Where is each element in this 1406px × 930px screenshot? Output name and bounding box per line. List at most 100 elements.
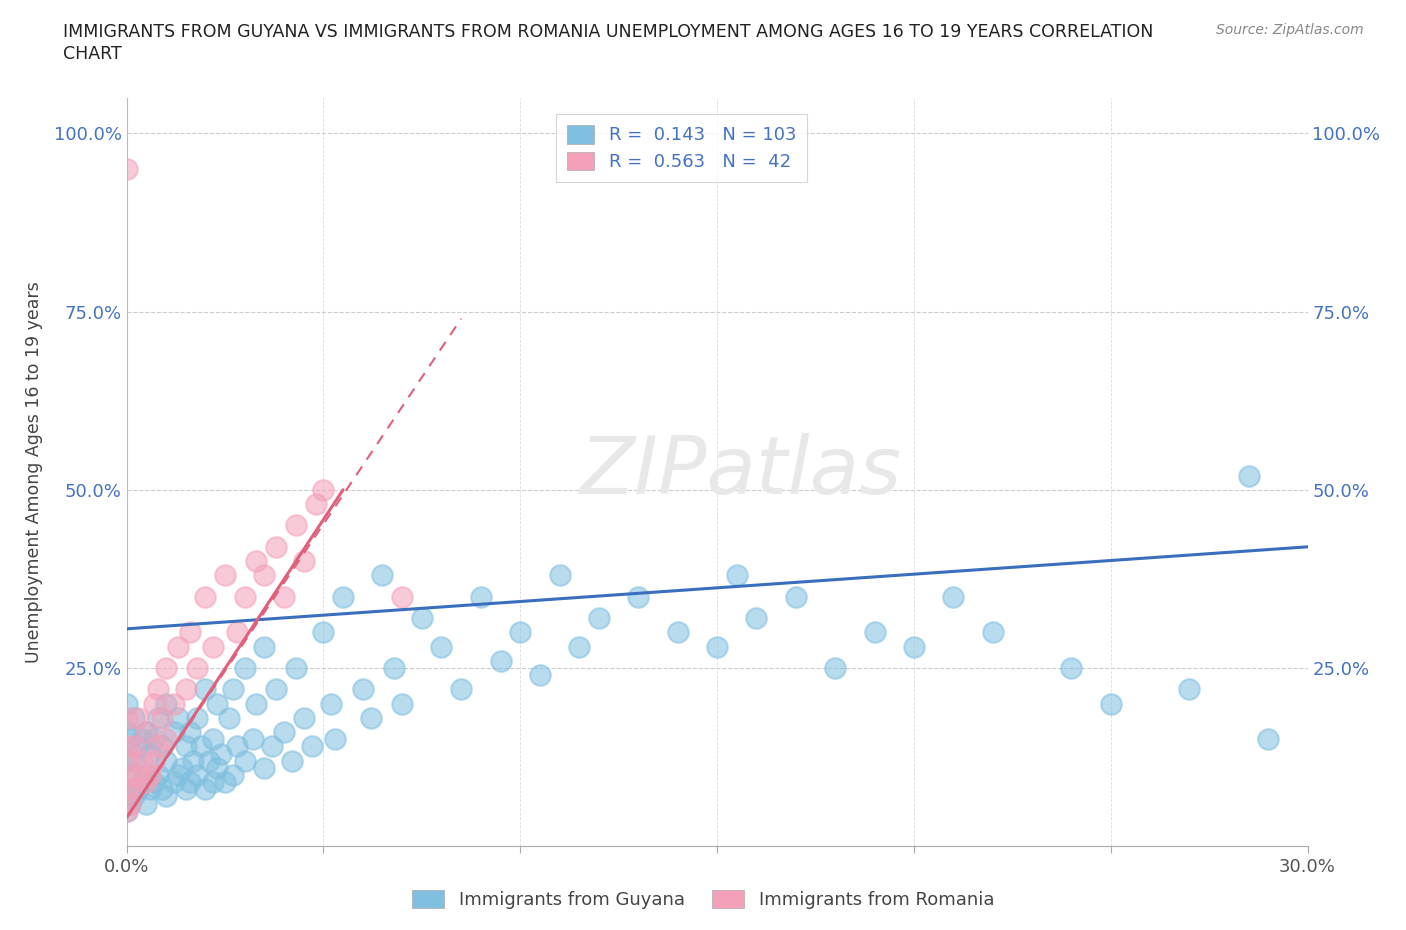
Point bbox=[202, 775, 225, 790]
Point bbox=[139, 746, 162, 761]
Point bbox=[135, 775, 157, 790]
Point bbox=[163, 724, 186, 739]
Point bbox=[115, 782, 138, 797]
Point bbox=[284, 518, 307, 533]
Text: ZIPatlas: ZIPatlas bbox=[579, 433, 901, 511]
Point bbox=[155, 697, 177, 711]
Point bbox=[233, 590, 256, 604]
Point bbox=[205, 761, 228, 776]
Point bbox=[143, 753, 166, 768]
Point bbox=[127, 767, 149, 782]
Point bbox=[155, 753, 177, 768]
Point bbox=[146, 767, 169, 782]
Point bbox=[179, 724, 201, 739]
Point bbox=[312, 625, 335, 640]
Point bbox=[179, 625, 201, 640]
Point bbox=[253, 761, 276, 776]
Point bbox=[627, 590, 650, 604]
Point bbox=[360, 711, 382, 725]
Point bbox=[321, 697, 343, 711]
Point bbox=[568, 639, 591, 654]
Point bbox=[245, 697, 267, 711]
Point bbox=[411, 611, 433, 626]
Point bbox=[198, 753, 221, 768]
Point bbox=[115, 162, 138, 177]
Point bbox=[115, 804, 138, 818]
Point bbox=[391, 697, 413, 711]
Point bbox=[139, 782, 162, 797]
Point bbox=[179, 775, 201, 790]
Point bbox=[131, 732, 153, 747]
Point bbox=[332, 590, 354, 604]
Point bbox=[304, 497, 326, 512]
Point bbox=[120, 796, 142, 811]
Point bbox=[214, 568, 236, 583]
Point bbox=[242, 732, 264, 747]
Point bbox=[264, 539, 287, 554]
Point bbox=[371, 568, 394, 583]
Point bbox=[222, 682, 245, 697]
Point bbox=[824, 660, 846, 675]
Point bbox=[281, 753, 304, 768]
Point bbox=[174, 739, 197, 754]
Y-axis label: Unemployment Among Ages 16 to 19 years: Unemployment Among Ages 16 to 19 years bbox=[24, 281, 42, 663]
Point bbox=[115, 697, 138, 711]
Text: CHART: CHART bbox=[63, 45, 122, 62]
Point bbox=[903, 639, 925, 654]
Point bbox=[150, 782, 173, 797]
Point bbox=[131, 753, 153, 768]
Point bbox=[292, 711, 315, 725]
Point bbox=[127, 711, 149, 725]
Point bbox=[190, 739, 212, 754]
Point bbox=[391, 590, 413, 604]
Point bbox=[170, 761, 193, 776]
Point bbox=[166, 639, 188, 654]
Point bbox=[225, 625, 247, 640]
Point bbox=[124, 711, 146, 725]
Point bbox=[509, 625, 531, 640]
Point bbox=[284, 660, 307, 675]
Point bbox=[382, 660, 405, 675]
Point bbox=[233, 660, 256, 675]
Point bbox=[124, 739, 146, 754]
Point bbox=[301, 739, 323, 754]
Point bbox=[183, 753, 205, 768]
Point bbox=[120, 767, 142, 782]
Point bbox=[245, 553, 267, 568]
Point bbox=[222, 767, 245, 782]
Point bbox=[1237, 468, 1260, 483]
Legend: R =  0.143   N = 103, R =  0.563   N =  42: R = 0.143 N = 103, R = 0.563 N = 42 bbox=[557, 114, 807, 181]
Point bbox=[155, 660, 177, 675]
Point bbox=[218, 711, 240, 725]
Point bbox=[135, 767, 157, 782]
Point bbox=[450, 682, 472, 697]
Point bbox=[115, 711, 138, 725]
Point bbox=[135, 724, 157, 739]
Point bbox=[981, 625, 1004, 640]
Point bbox=[1060, 660, 1083, 675]
Point bbox=[745, 611, 768, 626]
Point bbox=[186, 711, 208, 725]
Point bbox=[253, 568, 276, 583]
Point bbox=[1178, 682, 1201, 697]
Point bbox=[131, 775, 153, 790]
Point bbox=[194, 782, 217, 797]
Point bbox=[548, 568, 571, 583]
Point bbox=[146, 739, 169, 754]
Point bbox=[666, 625, 689, 640]
Point bbox=[124, 789, 146, 804]
Point bbox=[174, 682, 197, 697]
Point bbox=[115, 782, 138, 797]
Point bbox=[120, 753, 142, 768]
Point bbox=[942, 590, 965, 604]
Point bbox=[174, 782, 197, 797]
Point bbox=[124, 782, 146, 797]
Point bbox=[143, 775, 166, 790]
Point bbox=[253, 639, 276, 654]
Point bbox=[124, 753, 146, 768]
Point bbox=[115, 804, 138, 818]
Point bbox=[155, 789, 177, 804]
Point bbox=[273, 724, 295, 739]
Point bbox=[202, 639, 225, 654]
Point bbox=[166, 767, 188, 782]
